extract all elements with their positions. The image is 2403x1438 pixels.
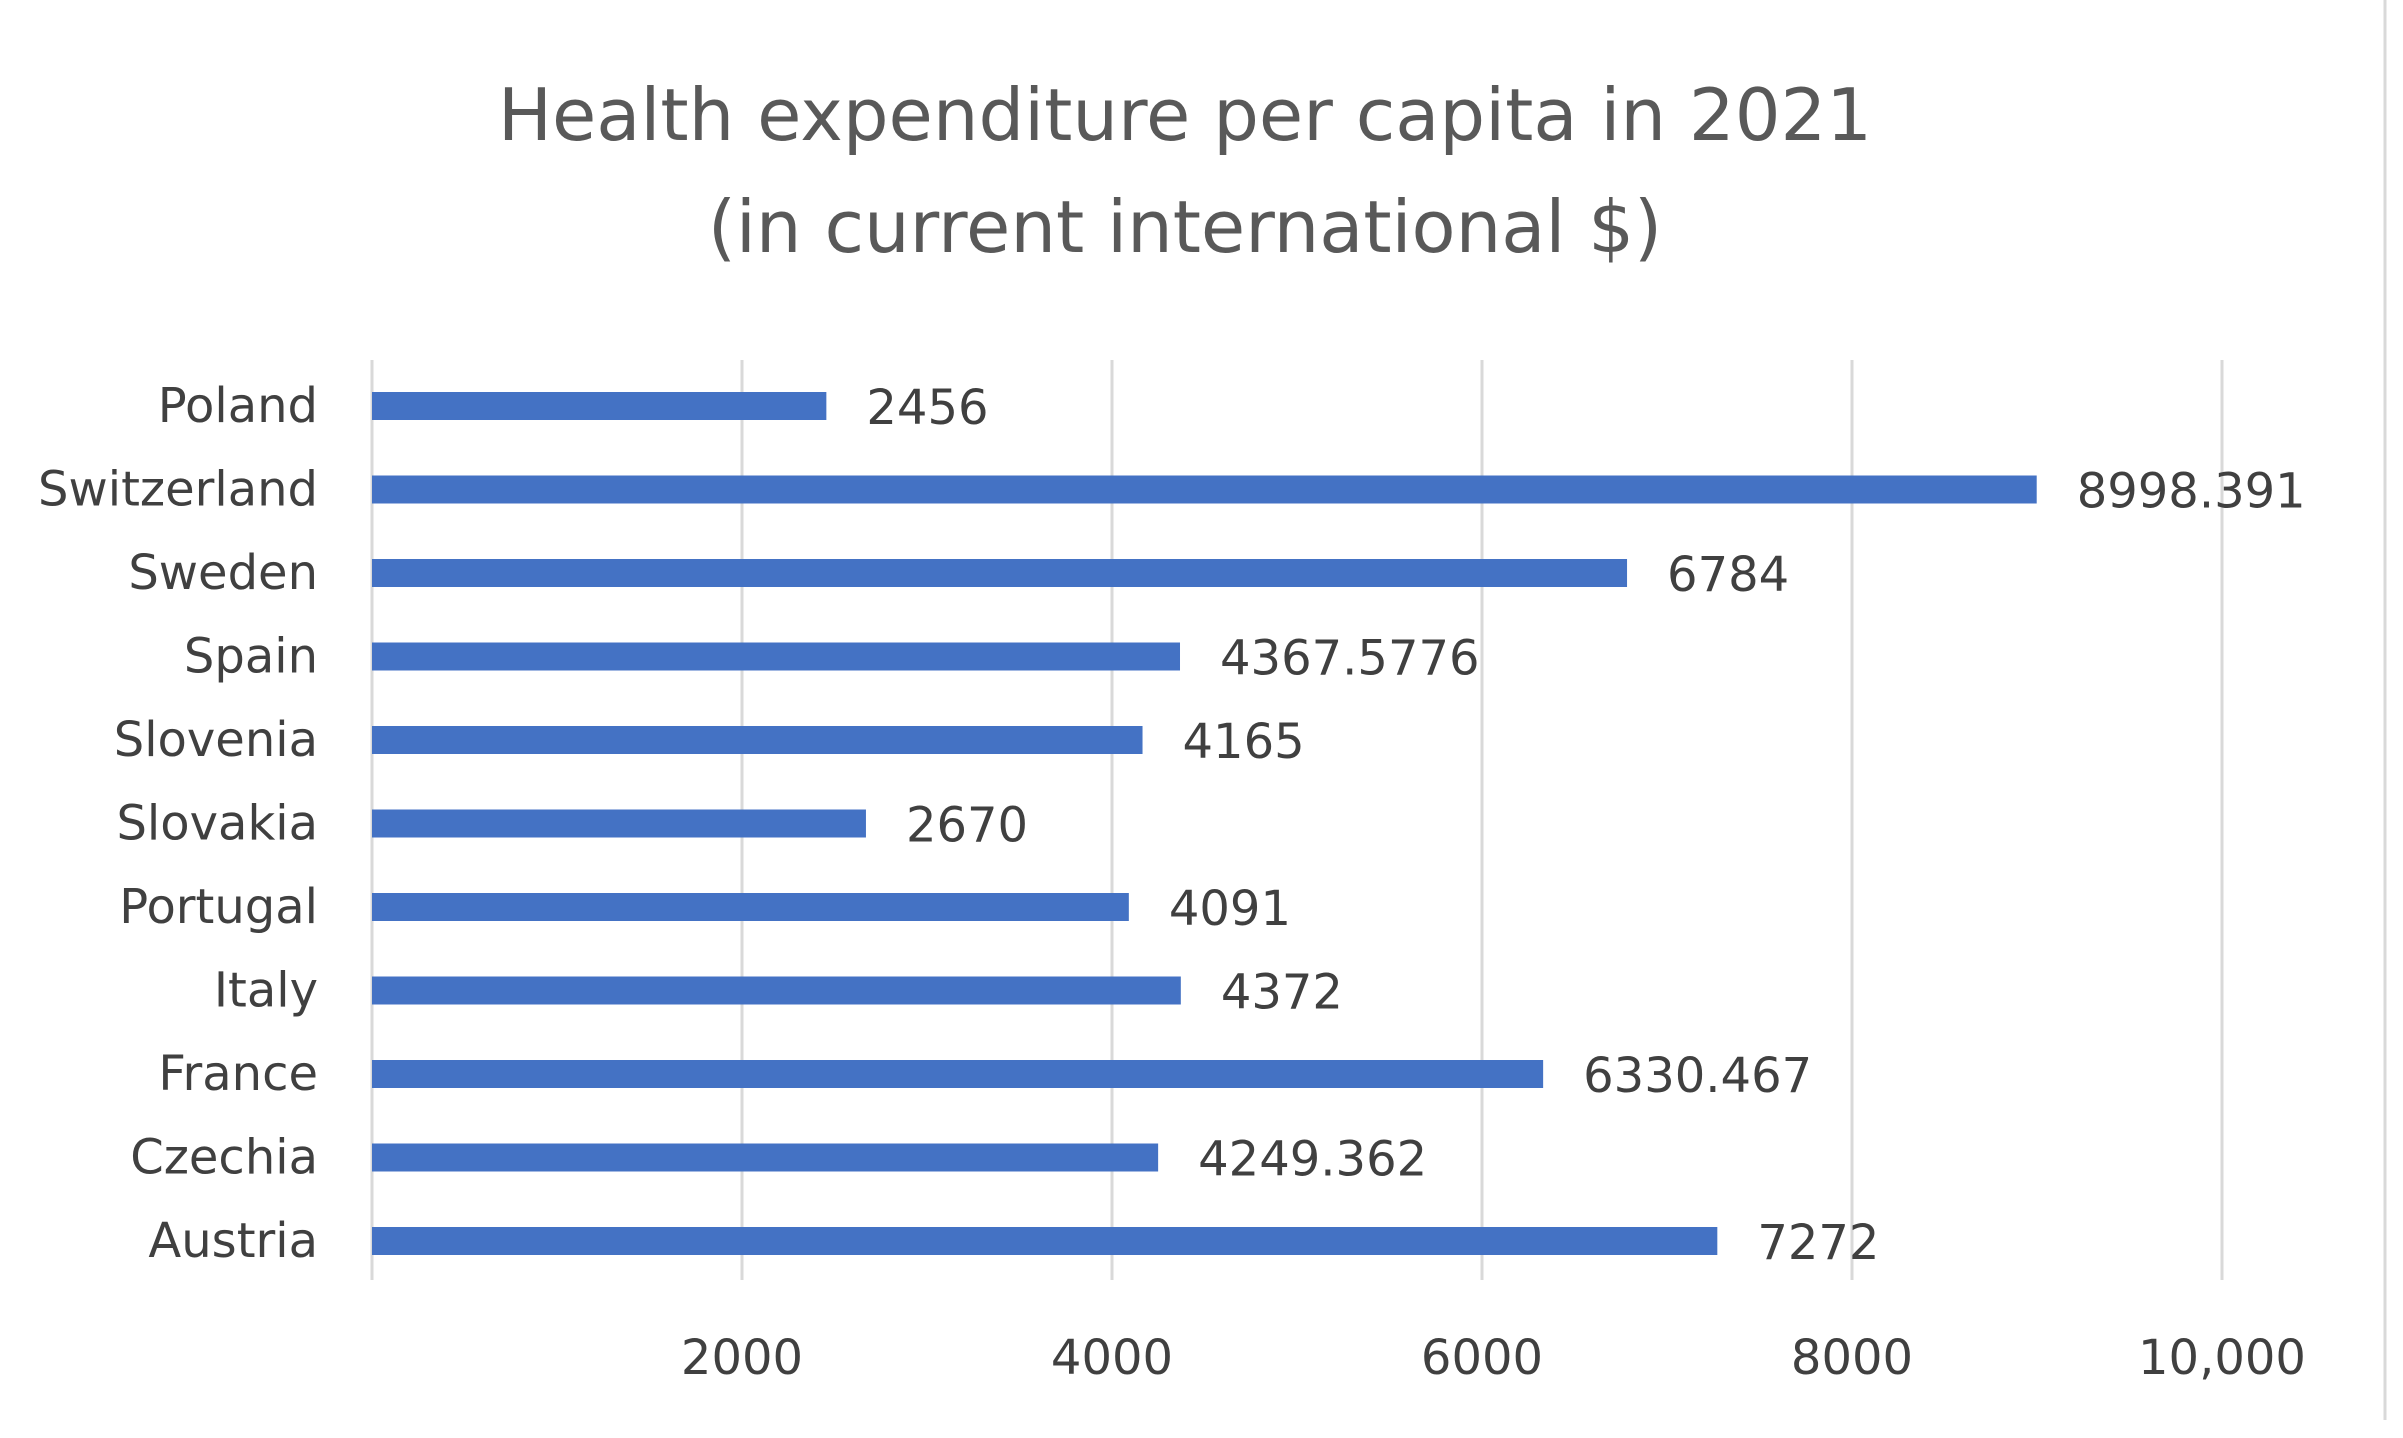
category-label: Spain (184, 629, 318, 685)
data-label: 2456 (866, 380, 988, 436)
bar (372, 475, 2037, 504)
data-labels: 2456 8998.391 6784 4367.5776 4165 2670 4091 437… (866, 380, 2305, 1271)
category-label: France (158, 1046, 318, 1102)
category-axis: Poland Switzerland Sweden Spain Slovenia Slov… (38, 378, 318, 1269)
category-label: Slovenia (114, 712, 318, 768)
chart-title-line-1: Health expenditure per capita in 2021 (498, 73, 1872, 157)
category-label: Switzerland (38, 462, 318, 518)
gridlines (370, 360, 2224, 1280)
data-label: 4372 (1221, 965, 1343, 1021)
bar (372, 1060, 1544, 1088)
x-tick-label: 10,000 (2138, 1330, 2306, 1386)
category-label: Poland (158, 378, 318, 434)
category-label: Portugal (119, 879, 318, 935)
data-label: 4249.362 (1198, 1132, 1427, 1188)
bar (372, 726, 1143, 754)
data-label: 8998.391 (2077, 464, 2306, 520)
data-label: 6330.467 (1583, 1048, 1812, 1104)
data-label: 6784 (1667, 547, 1789, 603)
x-tick-label: 2000 (681, 1330, 803, 1386)
category-label: Czechia (130, 1130, 318, 1186)
bars (372, 392, 2037, 1255)
category-label: Austria (148, 1213, 318, 1269)
x-tick-label: 4000 (1051, 1330, 1173, 1386)
x-tick-label: 6000 (1421, 1330, 1543, 1386)
chart-title: Health expenditure per capita in 2021 (i… (498, 73, 1872, 269)
category-label: Italy (214, 963, 318, 1019)
category-label: Sweden (128, 545, 318, 601)
bar (372, 809, 866, 838)
bar (372, 642, 1181, 671)
bar (372, 559, 1628, 587)
data-label: 2670 (906, 798, 1028, 854)
bar (372, 893, 1129, 921)
category-label: Slovakia (116, 796, 318, 852)
data-label: 4165 (1183, 714, 1305, 770)
chart-title-line-2: (in current international $) (708, 185, 1662, 269)
data-label: 4091 (1169, 881, 1291, 937)
bar (372, 976, 1181, 1005)
data-label: 7272 (1757, 1215, 1879, 1271)
data-label: 4367.5776 (1220, 631, 1480, 687)
bar (372, 1143, 1159, 1172)
value-axis: 2000 4000 6000 8000 10,000 (681, 1330, 2306, 1386)
bar (372, 392, 827, 420)
x-tick-label: 8000 (1791, 1330, 1913, 1386)
bar (372, 1227, 1718, 1255)
